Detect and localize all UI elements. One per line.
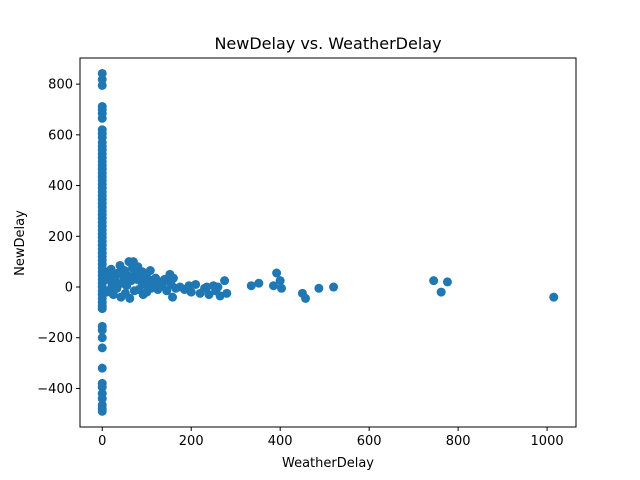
y-tick-label: −200 [37, 331, 73, 346]
data-point [97, 113, 107, 123]
data-point [106, 264, 116, 274]
data-point [204, 290, 214, 300]
data-point [97, 406, 107, 416]
plot-area-frame [79, 57, 577, 428]
data-point [97, 304, 107, 314]
data-point [254, 278, 264, 288]
data-point [97, 394, 107, 404]
y-tick-label: 800 [48, 78, 73, 93]
data-point [168, 273, 178, 283]
data-point [186, 287, 196, 297]
data-point [97, 325, 107, 335]
data-point [97, 343, 107, 353]
y-tick-label: 600 [48, 128, 73, 143]
x-tick-label: 1000 [531, 434, 564, 449]
data-point [436, 287, 446, 297]
data-point [97, 333, 107, 343]
data-point [329, 282, 339, 292]
y-tick-label: −400 [37, 382, 73, 397]
x-tick-label: 800 [446, 434, 471, 449]
data-point [125, 293, 135, 303]
x-tick-label: 0 [98, 434, 106, 449]
data-point [277, 283, 287, 293]
x-tick-label: 400 [268, 434, 293, 449]
x-axis-ticks: 0 200 400 600 800 1000 [98, 427, 564, 449]
x-tick-label: 600 [357, 434, 382, 449]
data-point [549, 292, 559, 302]
data-point [442, 277, 452, 287]
data-point [145, 266, 155, 276]
x-tick-label: 200 [179, 434, 204, 449]
data-point [246, 281, 256, 291]
data-point [168, 292, 178, 302]
y-tick-label: 200 [48, 230, 73, 245]
data-point [213, 282, 223, 292]
y-axis-label: NewDelay [13, 210, 28, 276]
data-point [191, 279, 201, 289]
data-point [97, 363, 107, 373]
data-point [269, 281, 279, 291]
data-point [429, 276, 439, 286]
y-tick-label: 400 [48, 179, 73, 194]
data-point [162, 286, 172, 296]
data-point [272, 268, 282, 278]
y-axis-ticks: −400 −200 0 200 400 600 800 [37, 78, 80, 397]
data-point [97, 80, 107, 90]
data-point [202, 282, 212, 292]
x-axis-label: WeatherDelay [282, 456, 374, 471]
data-point [275, 276, 285, 286]
chart-title: NewDelay vs. WeatherDelay [214, 34, 441, 53]
y-tick-label: 0 [65, 281, 73, 296]
data-point [97, 382, 107, 392]
data-point [314, 283, 324, 293]
data-point [220, 276, 230, 286]
data-point [301, 293, 311, 303]
data-points [97, 68, 559, 416]
data-point [222, 288, 232, 298]
